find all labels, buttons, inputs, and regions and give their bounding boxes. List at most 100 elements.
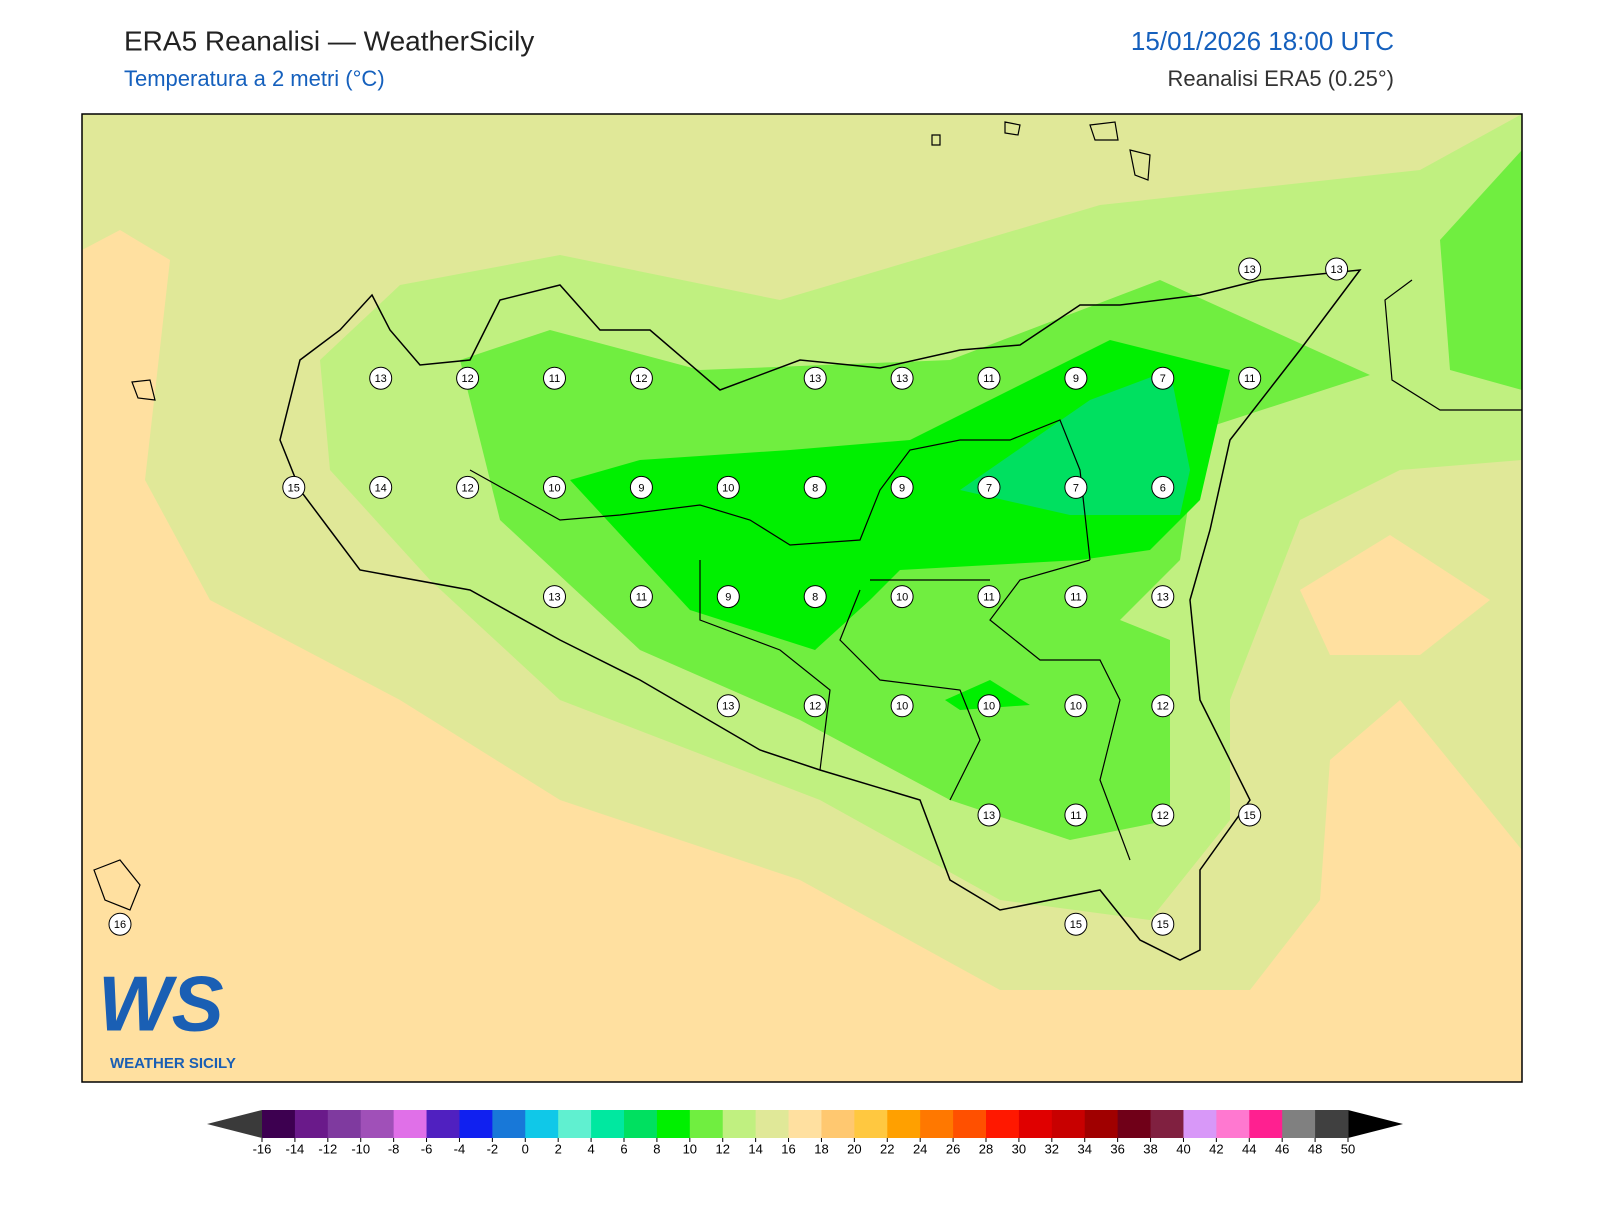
station-value: 12 <box>635 373 647 385</box>
colorbar-label: 12 <box>715 1141 729 1156</box>
station-value: 13 <box>722 701 734 713</box>
station-value: 13 <box>1330 264 1342 276</box>
station-value: 10 <box>722 482 734 494</box>
colorbar-label: -2 <box>487 1141 499 1156</box>
station-marker <box>108 912 132 936</box>
colorbar-swatch <box>294 1110 329 1138</box>
station-value: 15 <box>288 482 300 494</box>
colorbar-swatch <box>1117 1110 1152 1138</box>
datetime: 15/01/2026 18:00 UTC <box>1131 26 1394 56</box>
station-marker <box>1238 803 1262 827</box>
colorbar-label: 18 <box>814 1141 828 1156</box>
colorbar-label: 28 <box>979 1141 993 1156</box>
subtitle: Temperatura a 2 metri (°C) <box>124 66 385 91</box>
colorbar-swatch <box>689 1110 724 1138</box>
colorbar-label: 0 <box>522 1141 529 1156</box>
station-value: 16 <box>114 919 126 931</box>
station-marker <box>1151 585 1175 609</box>
colorbar-label: 26 <box>946 1141 960 1156</box>
colorbar-label: 14 <box>748 1141 762 1156</box>
station-value: 9 <box>1073 373 1079 385</box>
colorbar-label: 4 <box>587 1141 594 1156</box>
colorbar-under <box>207 1110 262 1138</box>
station-value: 10 <box>548 482 560 494</box>
station-value: 7 <box>1160 373 1166 385</box>
colorbar-label: -10 <box>351 1141 370 1156</box>
colorbar-swatch <box>1051 1110 1086 1138</box>
station-marker <box>1238 257 1262 281</box>
station-value: 14 <box>375 482 387 494</box>
colorbar-label: 2 <box>555 1141 562 1156</box>
station-value: 13 <box>1157 592 1169 604</box>
colorbar-swatch <box>426 1110 460 1138</box>
logo-mark: WS <box>98 960 224 1048</box>
station-value: 15 <box>1157 919 1169 931</box>
station-marker <box>803 694 827 718</box>
colorbar-swatch <box>262 1110 296 1138</box>
station-marker <box>890 694 914 718</box>
logo-name: WEATHER SICILY <box>110 1055 236 1072</box>
station-value: 11 <box>1070 810 1081 822</box>
colorbar: -16 -14 -12 -10 -8 -6 -4 -2 0 2 4 6 8 10 12 14 16 18 20 22 2… <box>207 1110 1403 1156</box>
station-value: 9 <box>725 592 731 604</box>
station-value: 8 <box>812 482 818 494</box>
colorbar-swatch <box>854 1110 888 1138</box>
colorbar-swatch <box>920 1110 954 1138</box>
station-value: 6 <box>1160 482 1166 494</box>
station-value: 11 <box>636 592 647 604</box>
colorbar-swatch <box>1249 1110 1283 1138</box>
station-value: 13 <box>548 592 560 604</box>
colorbar-label: 48 <box>1308 1141 1322 1156</box>
station-marker <box>803 366 827 390</box>
colorbar-label: -12 <box>318 1141 337 1156</box>
colorbar-swatch <box>755 1110 790 1138</box>
colorbar-label: 44 <box>1242 1141 1256 1156</box>
station-value: 13 <box>1244 264 1256 276</box>
station-marker <box>1151 366 1175 390</box>
station-marker <box>629 366 653 390</box>
station-marker <box>456 366 480 390</box>
station-value: 11 <box>983 373 994 385</box>
station-marker <box>543 366 566 390</box>
colorbar-swatch <box>360 1110 395 1138</box>
colorbar-label: 30 <box>1012 1141 1026 1156</box>
colorbar-label: 40 <box>1176 1141 1190 1156</box>
station-marker <box>543 585 566 609</box>
colorbar-swatch <box>1018 1110 1053 1138</box>
station-marker <box>1064 585 1088 609</box>
colorbar-swatch <box>591 1110 625 1138</box>
colorbar-swatch <box>656 1110 691 1138</box>
colorbar-label: 6 <box>620 1141 627 1156</box>
station-value: 13 <box>896 373 908 385</box>
colorbar-swatch <box>1216 1110 1250 1138</box>
station-value: 13 <box>375 373 387 385</box>
station-marker <box>1064 694 1088 718</box>
station-value: 9 <box>638 482 644 494</box>
colorbar-label: 36 <box>1110 1141 1124 1156</box>
colorbar-label: 46 <box>1275 1141 1289 1156</box>
station-value: 7 <box>1073 482 1079 494</box>
colorbar-swatch <box>953 1110 987 1138</box>
station-marker <box>369 475 393 499</box>
station-marker <box>977 475 1001 499</box>
colorbar-label: 10 <box>683 1141 697 1156</box>
colorbar-label: 32 <box>1045 1141 1059 1156</box>
colorbar-swatch <box>821 1110 855 1138</box>
station-value: 11 <box>1070 592 1081 604</box>
station-marker <box>977 585 1001 609</box>
colorbar-swatch <box>722 1110 757 1138</box>
source: Reanalisi ERA5 (0.25°) <box>1168 66 1394 91</box>
station-marker <box>803 585 827 609</box>
colorbar-swatch <box>624 1110 658 1138</box>
station-marker <box>282 475 306 499</box>
colorbar-swatch <box>558 1110 592 1138</box>
colorbar-swatch <box>1315 1110 1349 1138</box>
station-marker <box>977 694 1001 718</box>
colorbar-swatch <box>1084 1110 1119 1138</box>
colorbar-swatch <box>1183 1110 1217 1138</box>
station-marker <box>890 475 914 499</box>
colorbar-swatch <box>788 1110 822 1138</box>
colorbar-swatch <box>459 1110 493 1138</box>
colorbar-label: 8 <box>653 1141 660 1156</box>
